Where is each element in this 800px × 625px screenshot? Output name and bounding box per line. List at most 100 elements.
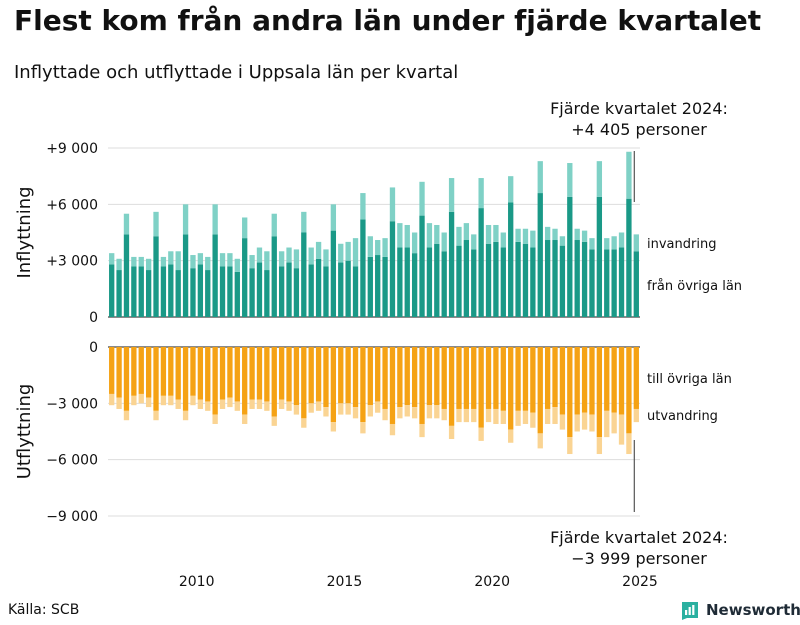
bar-fran-ovriga-lan bbox=[301, 232, 307, 317]
bar-till-ovriga-lan bbox=[219, 347, 226, 400]
bar-invandring bbox=[441, 232, 447, 252]
bar-till-ovriga-lan bbox=[633, 347, 639, 409]
bar-fran-ovriga-lan bbox=[574, 240, 580, 317]
bar-utvandring bbox=[448, 425, 455, 440]
bar-utvandring bbox=[552, 407, 558, 424]
legend-label-invandring: invandring bbox=[647, 237, 716, 252]
bar-utvandring bbox=[168, 395, 174, 406]
bar-fran-ovriga-lan bbox=[345, 260, 351, 317]
annotation-top-line2: +4 405 personer bbox=[571, 120, 707, 139]
bar-fran-ovriga-lan bbox=[182, 234, 189, 317]
lower-y-tick-label: −3 000 bbox=[46, 396, 98, 412]
bar-utvandring bbox=[485, 408, 492, 423]
bar-till-ovriga-lan bbox=[552, 347, 558, 408]
bar-fran-ovriga-lan bbox=[618, 247, 625, 317]
bar-fran-ovriga-lan bbox=[160, 266, 167, 317]
bar-fran-ovriga-lan bbox=[190, 268, 196, 317]
bar-invandring bbox=[611, 236, 617, 250]
bar-till-ovriga-lan bbox=[367, 347, 373, 406]
bar-fran-ovriga-lan bbox=[552, 240, 558, 317]
bar-utvandring bbox=[242, 414, 248, 424]
bar-utvandring bbox=[109, 393, 115, 406]
bar-till-ovriga-lan bbox=[175, 347, 181, 400]
bar-fran-ovriga-lan bbox=[478, 208, 484, 317]
bar-till-ovriga-lan bbox=[411, 347, 418, 408]
newsworthy-logo-icon bbox=[682, 602, 698, 620]
brand-logo: Newsworthy bbox=[680, 600, 800, 620]
bar-utvandring bbox=[278, 399, 285, 409]
bar-invandring bbox=[471, 234, 477, 250]
bar-utvandring bbox=[153, 410, 159, 421]
bar-fran-ovriga-lan bbox=[293, 268, 300, 317]
x-tick-label: 2015 bbox=[327, 574, 363, 590]
bar-till-ovriga-lan bbox=[293, 347, 300, 406]
bar-till-ovriga-lan bbox=[382, 347, 388, 409]
bar-till-ovriga-lan bbox=[308, 347, 314, 404]
bar-fran-ovriga-lan bbox=[286, 262, 292, 317]
bar-fran-ovriga-lan bbox=[434, 243, 440, 317]
bar-utvandring bbox=[205, 401, 211, 411]
annotation-top-line1: Fjärde kvartalet 2024: bbox=[550, 99, 728, 118]
bar-till-ovriga-lan bbox=[463, 347, 470, 409]
bar-till-ovriga-lan bbox=[493, 347, 499, 409]
bar-utvandring bbox=[330, 422, 337, 432]
bar-utvandring bbox=[264, 401, 270, 411]
bar-fran-ovriga-lan bbox=[596, 196, 603, 317]
bar-invandring bbox=[618, 232, 625, 248]
bar-fran-ovriga-lan bbox=[485, 243, 492, 317]
bar-fran-ovriga-lan bbox=[242, 238, 248, 317]
bar-till-ovriga-lan bbox=[500, 347, 506, 411]
bar-utvandring bbox=[308, 403, 314, 413]
bar-fran-ovriga-lan bbox=[611, 249, 617, 317]
chart-subtitle: Inflyttade och utflyttade i Uppsala län … bbox=[14, 62, 459, 83]
bar-invandring bbox=[308, 247, 314, 265]
bar-till-ovriga-lan bbox=[478, 347, 484, 428]
bar-fran-ovriga-lan bbox=[522, 243, 529, 317]
bar-fran-ovriga-lan bbox=[626, 198, 632, 317]
bar-till-ovriga-lan bbox=[559, 347, 566, 415]
bar-fran-ovriga-lan bbox=[278, 266, 285, 317]
bar-till-ovriga-lan bbox=[589, 347, 595, 415]
bar-utvandring bbox=[190, 395, 196, 406]
lower-y-tick-label: −6 000 bbox=[46, 453, 98, 469]
bar-fran-ovriga-lan bbox=[338, 262, 344, 317]
bar-invandring bbox=[485, 224, 492, 244]
bar-till-ovriga-lan bbox=[109, 347, 115, 394]
bar-fran-ovriga-lan bbox=[212, 234, 218, 317]
bar-invandring bbox=[131, 256, 137, 267]
bar-invandring bbox=[463, 223, 470, 241]
x-tick-label: 2025 bbox=[622, 574, 658, 590]
bar-invandring bbox=[153, 211, 159, 237]
bar-till-ovriga-lan bbox=[182, 347, 189, 411]
bar-invandring bbox=[411, 232, 418, 254]
bar-invandring bbox=[352, 238, 359, 267]
bar-till-ovriga-lan bbox=[352, 347, 359, 408]
bar-utvandring bbox=[249, 399, 255, 409]
bar-fran-ovriga-lan bbox=[123, 234, 130, 317]
bar-till-ovriga-lan bbox=[508, 347, 514, 430]
bar-fran-ovriga-lan bbox=[448, 211, 455, 317]
bar-utvandring bbox=[567, 437, 573, 455]
bar-invandring bbox=[301, 211, 307, 233]
bar-utvandring bbox=[375, 401, 381, 413]
bar-invandring bbox=[242, 217, 248, 239]
bar-utvandring bbox=[212, 414, 218, 424]
bar-utvandring bbox=[138, 393, 144, 404]
bar-fran-ovriga-lan bbox=[397, 247, 403, 317]
bar-invandring bbox=[160, 256, 167, 267]
bar-utvandring bbox=[123, 410, 130, 421]
bar-fran-ovriga-lan bbox=[315, 258, 322, 317]
bar-utvandring bbox=[197, 399, 204, 409]
bar-utvandring bbox=[618, 414, 625, 445]
bar-utvandring bbox=[301, 418, 307, 428]
bar-invandring bbox=[626, 151, 632, 199]
bar-utvandring bbox=[367, 405, 373, 417]
bar-utvandring bbox=[419, 423, 425, 438]
legend-label-till-ovriga-lan: till övriga län bbox=[647, 372, 732, 387]
bar-invandring bbox=[278, 251, 285, 267]
bar-utvandring bbox=[426, 405, 433, 419]
bar-till-ovriga-lan bbox=[441, 347, 447, 409]
bar-utvandring bbox=[389, 423, 396, 436]
bar-till-ovriga-lan bbox=[537, 347, 543, 434]
